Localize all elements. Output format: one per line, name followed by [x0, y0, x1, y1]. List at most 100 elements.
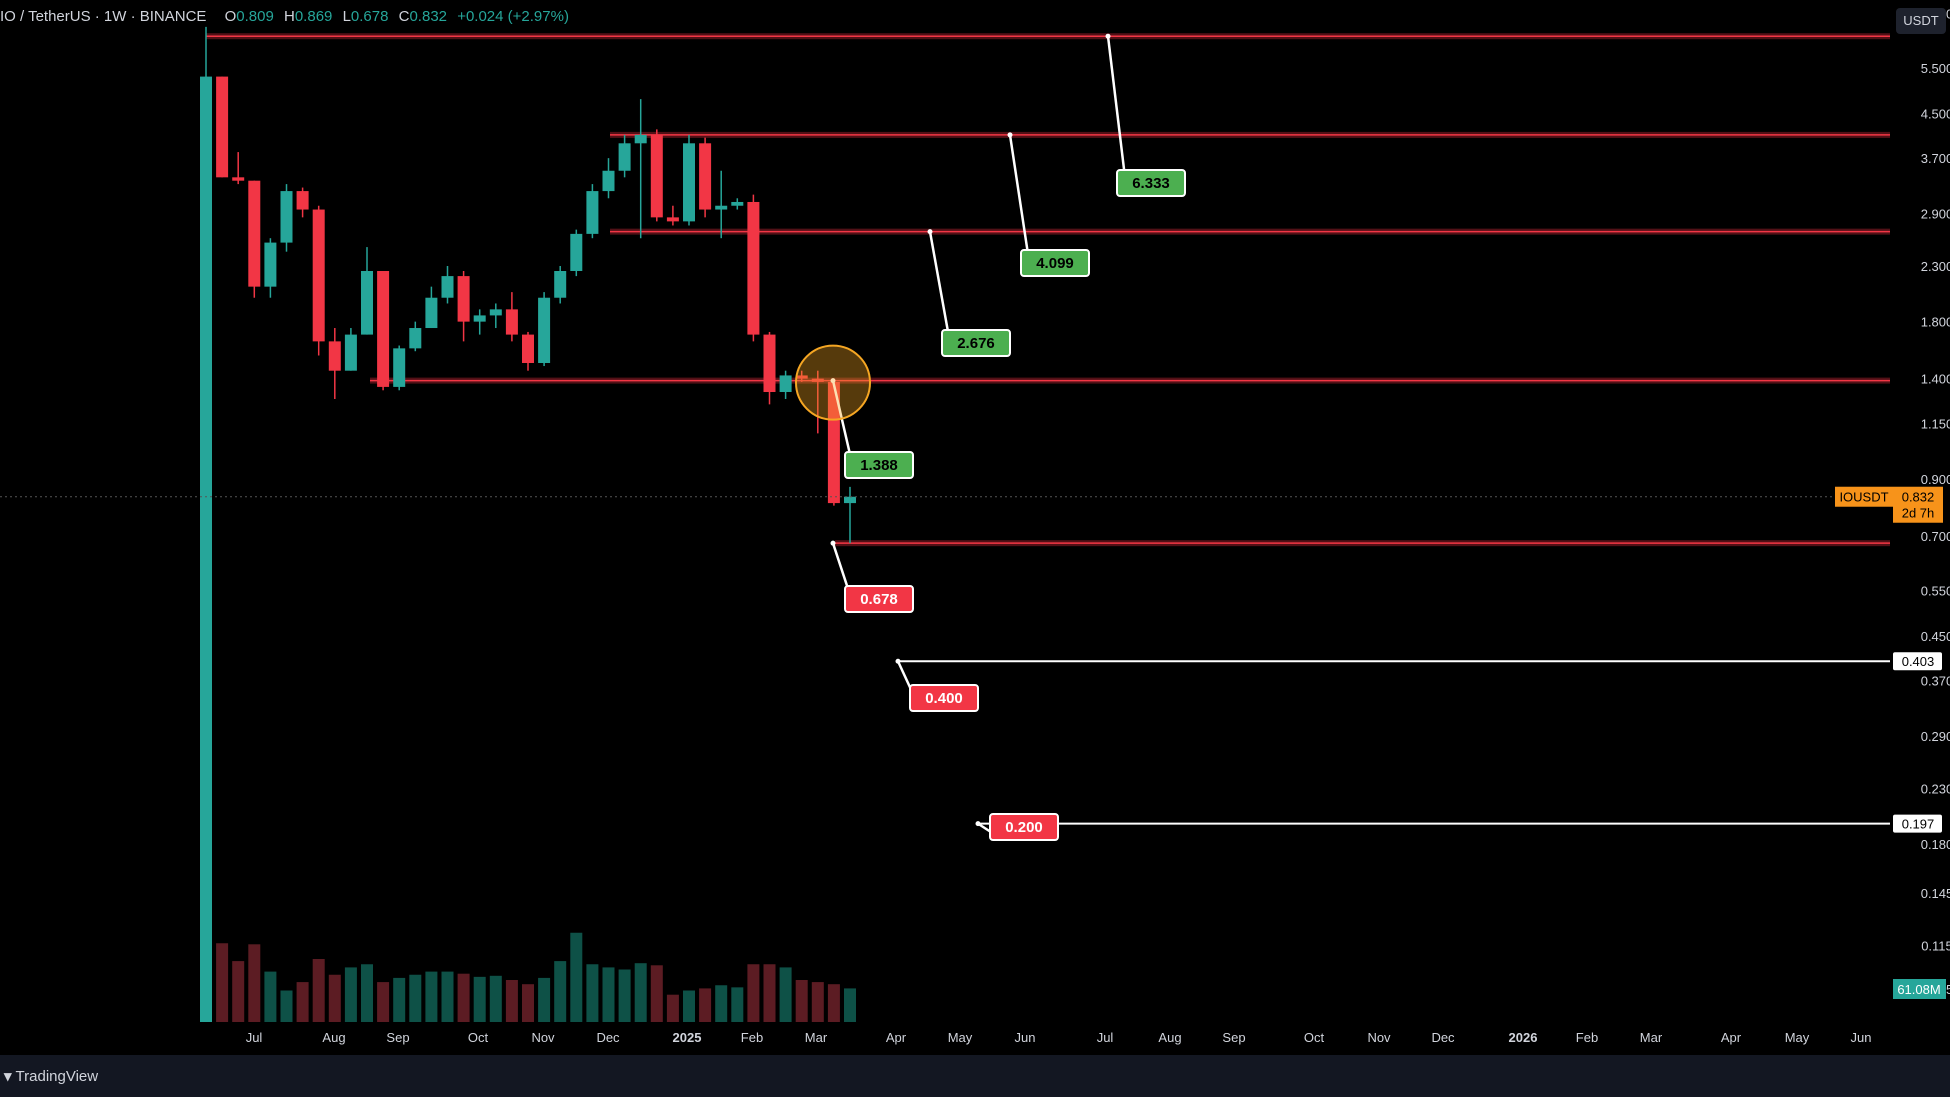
candle-body	[409, 328, 422, 349]
callout-anchor-dot	[830, 540, 836, 546]
currency-button[interactable]: USDT	[1896, 8, 1946, 34]
volume-axis-badge	[1893, 979, 1946, 999]
target-axis-label: 0.403	[1902, 654, 1935, 669]
volume-bar	[473, 976, 486, 1022]
candle-body	[844, 496, 856, 504]
x-tick-label: Apr	[1721, 1030, 1742, 1045]
candle-body	[264, 242, 277, 287]
x-tick-label: 2026	[1509, 1030, 1538, 1045]
candle-body	[795, 375, 808, 379]
y-tick-label: 4.500	[1921, 107, 1950, 122]
volume-bar	[505, 980, 518, 1022]
x-tick-label: Mar	[805, 1030, 828, 1045]
candle-body	[586, 191, 599, 234]
candle-body	[618, 143, 631, 171]
callout-tag[interactable]	[844, 451, 914, 479]
candle-body	[779, 375, 792, 393]
volume-bar	[538, 977, 551, 1022]
volume-bar	[377, 982, 390, 1022]
y-tick-label: 5.500	[1921, 61, 1950, 76]
ticker-badge	[1835, 486, 1893, 507]
tradingview-logo[interactable]: ▾ TradingView	[4, 1067, 98, 1085]
candle-body	[377, 270, 390, 387]
callout-label: 0.200	[1005, 819, 1043, 836]
volume-bar	[795, 980, 808, 1022]
candle-body	[650, 134, 663, 218]
candle-body	[763, 334, 776, 393]
candle-body	[715, 205, 728, 210]
volume-bar	[827, 984, 840, 1022]
callout-anchor-dot	[895, 658, 901, 664]
callout-tag[interactable]	[1116, 169, 1186, 197]
target-axis-label: 0.197	[1902, 817, 1935, 832]
candle-body	[457, 276, 470, 322]
high-label: H	[284, 8, 295, 25]
y-tick-label: 2.900	[1921, 206, 1950, 221]
candle-body	[505, 309, 518, 335]
callout-label: 0.400	[925, 690, 963, 707]
target-axis-badge	[1893, 652, 1942, 671]
candle-body	[344, 334, 357, 371]
callout-anchor-dot	[1105, 33, 1111, 39]
symbol-title: IO / TetherUS · 1W · BINANCE	[0, 8, 207, 25]
callout-tag[interactable]	[844, 585, 914, 613]
x-tick-label: Mar	[1640, 1030, 1663, 1045]
candle-body	[216, 76, 229, 178]
volume-bar	[699, 988, 712, 1022]
y-tick-label: 0.370	[1921, 674, 1950, 689]
volume-bar	[618, 969, 631, 1022]
volume-bar	[344, 967, 357, 1022]
candle-body	[666, 217, 679, 222]
y-tick-label: 0.550	[1921, 584, 1950, 599]
volume-bar	[441, 971, 454, 1022]
candle-body	[328, 341, 341, 371]
candle-body	[827, 381, 840, 504]
candle-body	[312, 209, 325, 342]
ticker-label: IOUSDT	[1839, 490, 1888, 505]
volume-bar	[763, 964, 776, 1022]
volume-bar	[280, 990, 293, 1022]
volume-bar	[425, 971, 438, 1022]
candle-body	[473, 315, 486, 322]
callout-tag[interactable]	[1020, 249, 1090, 277]
y-tick-label: 0.115	[1921, 939, 1950, 954]
high-value: 0.869	[294, 8, 333, 25]
x-tick-label: May	[948, 1030, 973, 1045]
y-tick-label: 3.700	[1921, 151, 1950, 166]
volume-bar	[216, 943, 229, 1022]
candle-body	[441, 276, 454, 298]
y-tick-label: 0.290	[1921, 729, 1950, 744]
volume-axis-label: 61.08M	[1897, 982, 1940, 997]
volume-bar	[232, 961, 245, 1022]
y-tick-label: 0.700	[1921, 529, 1950, 544]
callout-label: 0.678	[860, 591, 898, 608]
callout-tag[interactable]	[989, 813, 1059, 841]
countdown-label: 2d 7h	[1902, 506, 1935, 521]
x-tick-label: Aug	[1158, 1030, 1181, 1045]
callout-anchor-dot	[830, 378, 836, 384]
callout-label: 1.388	[860, 457, 898, 474]
callout-tag[interactable]	[909, 684, 979, 712]
x-tick-label: Feb	[741, 1030, 763, 1045]
candle-body	[425, 297, 438, 329]
current-price-label: 0.832	[1902, 490, 1935, 505]
callout-anchor-dot	[975, 821, 981, 827]
volume-bar	[634, 963, 647, 1022]
close-label: C	[398, 8, 410, 25]
candle-body	[522, 334, 534, 363]
y-tick-label: 1.150	[1921, 416, 1950, 431]
y-tick-label: 1.800	[1921, 315, 1950, 330]
volume-bar	[779, 967, 792, 1022]
volume-bar	[409, 974, 422, 1022]
candle-body	[602, 170, 615, 192]
y-tick-label: 1.400	[1921, 372, 1950, 387]
callout-tag[interactable]	[941, 329, 1011, 357]
close-value: 0.832	[409, 8, 448, 25]
x-tick-label: Jun	[1015, 1030, 1036, 1045]
x-tick-label: Feb	[1576, 1030, 1598, 1045]
x-tick-label: Nov	[531, 1030, 555, 1045]
candle-body	[747, 201, 760, 335]
candle-body	[538, 297, 551, 363]
callout-label: 6.333	[1132, 175, 1170, 192]
